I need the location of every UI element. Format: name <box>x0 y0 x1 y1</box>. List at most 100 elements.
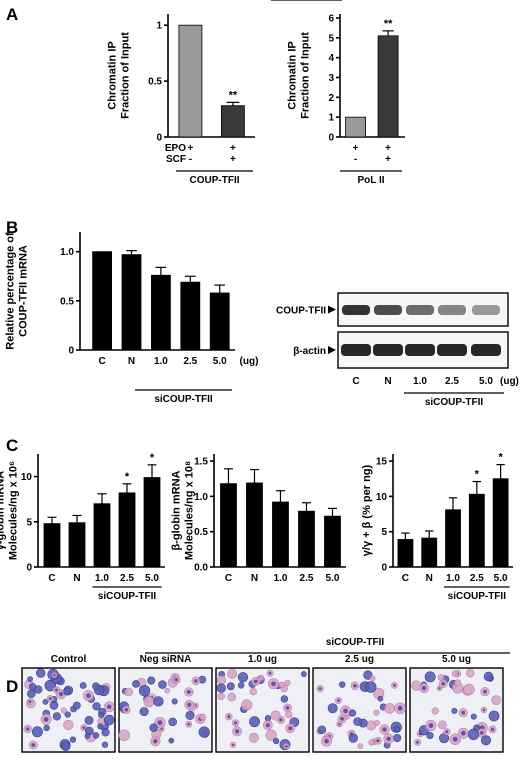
micrograph-group-label: siCOUP-TFII <box>326 637 385 648</box>
condition-symbol: - <box>189 154 192 165</box>
bar <box>180 281 201 351</box>
cell-shape <box>273 737 280 745</box>
group-label: COUP-TFII <box>190 175 240 186</box>
cell-nucleus <box>324 738 329 744</box>
cell-shape <box>69 736 77 743</box>
y-tick-label: 5 <box>381 527 387 538</box>
cell-nucleus <box>288 726 293 731</box>
bar <box>445 509 461 568</box>
x-tick-label: C <box>48 573 55 584</box>
cell-shape <box>84 733 91 739</box>
y-tick-label: 3 <box>328 73 334 84</box>
cell-shape <box>454 679 462 687</box>
bar <box>345 116 367 138</box>
cell-shape <box>35 668 46 678</box>
y-tick-label: 0 <box>68 346 74 357</box>
blot-band-coup <box>374 305 402 315</box>
cell-nucleus <box>445 730 449 734</box>
x-tick-label: 1.0 <box>446 573 460 584</box>
cell-shape <box>43 724 50 732</box>
x-tick-label: N <box>73 573 80 584</box>
x-tick-label: 2.5 <box>120 573 134 584</box>
cell-shape <box>368 739 375 746</box>
cell-shape <box>227 668 238 679</box>
y-tick-label: 15 <box>376 457 388 468</box>
cell-shape <box>147 676 156 685</box>
significance-marker: * <box>125 471 130 483</box>
cell-nucleus <box>160 727 163 731</box>
cell-nucleus <box>438 687 441 690</box>
cell-shape <box>92 702 101 711</box>
cell-shape <box>118 729 131 742</box>
cell-shape <box>216 683 226 693</box>
cell-nucleus <box>421 686 427 691</box>
x-tick-label: 1.0 <box>95 573 109 584</box>
cell-nucleus <box>336 699 340 703</box>
y-tick-label: 0 <box>26 563 32 574</box>
cell-shape <box>226 682 235 691</box>
blot-band-actin <box>471 344 501 356</box>
cell-nucleus <box>153 739 158 744</box>
panel-label-b: B <box>6 218 18 237</box>
bar <box>121 254 142 351</box>
condition-symbol: - <box>354 154 357 165</box>
blot-band-coup <box>342 305 370 315</box>
group-label: siCOUP-TFII <box>448 591 507 602</box>
blot-band-actin <box>405 344 435 356</box>
y-axis-label: Relative percentage of <box>5 232 17 350</box>
cell-nucleus <box>106 704 112 710</box>
cell-nucleus <box>86 693 91 698</box>
y-tick-label: 10 <box>21 472 33 483</box>
cell-shape <box>42 698 49 705</box>
cell-nucleus <box>482 708 486 712</box>
micrograph-label: 2.5 ug <box>345 654 374 665</box>
significance-marker: * <box>498 452 503 464</box>
cell-shape <box>101 728 110 737</box>
cell-shape <box>467 728 480 741</box>
cell-nucleus <box>253 679 258 684</box>
blot-unit-label: (ug) <box>500 376 519 387</box>
blot-group-label: siCOUP-TFII <box>425 397 484 408</box>
cell-shape <box>63 687 72 696</box>
bar <box>209 292 230 351</box>
x-tick-label: 1.0 <box>274 573 288 584</box>
cell-shape <box>63 719 74 731</box>
y-axis-label: Chromatin IP <box>287 41 299 109</box>
bar <box>220 105 245 138</box>
cell-nucleus <box>234 721 238 725</box>
condition-symbol: + <box>230 143 236 154</box>
cell-shape <box>270 710 281 721</box>
blot-lane-label: N <box>384 376 391 387</box>
cell-shape <box>185 710 195 720</box>
cell-shape <box>168 717 177 727</box>
blot-band-coup <box>406 305 434 315</box>
cell-shape <box>52 712 61 721</box>
cell-shape <box>153 696 164 707</box>
cell-shape <box>363 670 373 680</box>
cell-nucleus <box>186 689 191 694</box>
cell-nucleus <box>194 679 198 683</box>
blot-lane-label: 5.0 <box>479 376 493 387</box>
group-label: siCOUP-TFII <box>154 394 213 405</box>
cell-shape <box>284 679 291 687</box>
bar <box>92 251 113 351</box>
cell-shape <box>249 716 260 728</box>
significance-marker: * <box>475 469 480 481</box>
cell-nucleus <box>124 708 129 712</box>
cell-nucleus <box>235 729 240 734</box>
condition-symbol: + <box>385 154 391 165</box>
cell-nucleus <box>231 743 235 747</box>
group-label: siCOUP-TFII <box>98 591 157 602</box>
cell-shape <box>216 675 227 685</box>
cell-shape <box>103 714 115 726</box>
cell-nucleus <box>490 727 495 732</box>
chart-b1: 0 0.5 1.0 Relative percentage of COUP-TFII m… <box>5 232 259 405</box>
cell-shape <box>27 676 33 682</box>
panel-label-c: C <box>6 436 18 455</box>
bar <box>377 35 399 138</box>
cell-nucleus <box>174 678 179 682</box>
cell-nucleus <box>479 731 484 735</box>
